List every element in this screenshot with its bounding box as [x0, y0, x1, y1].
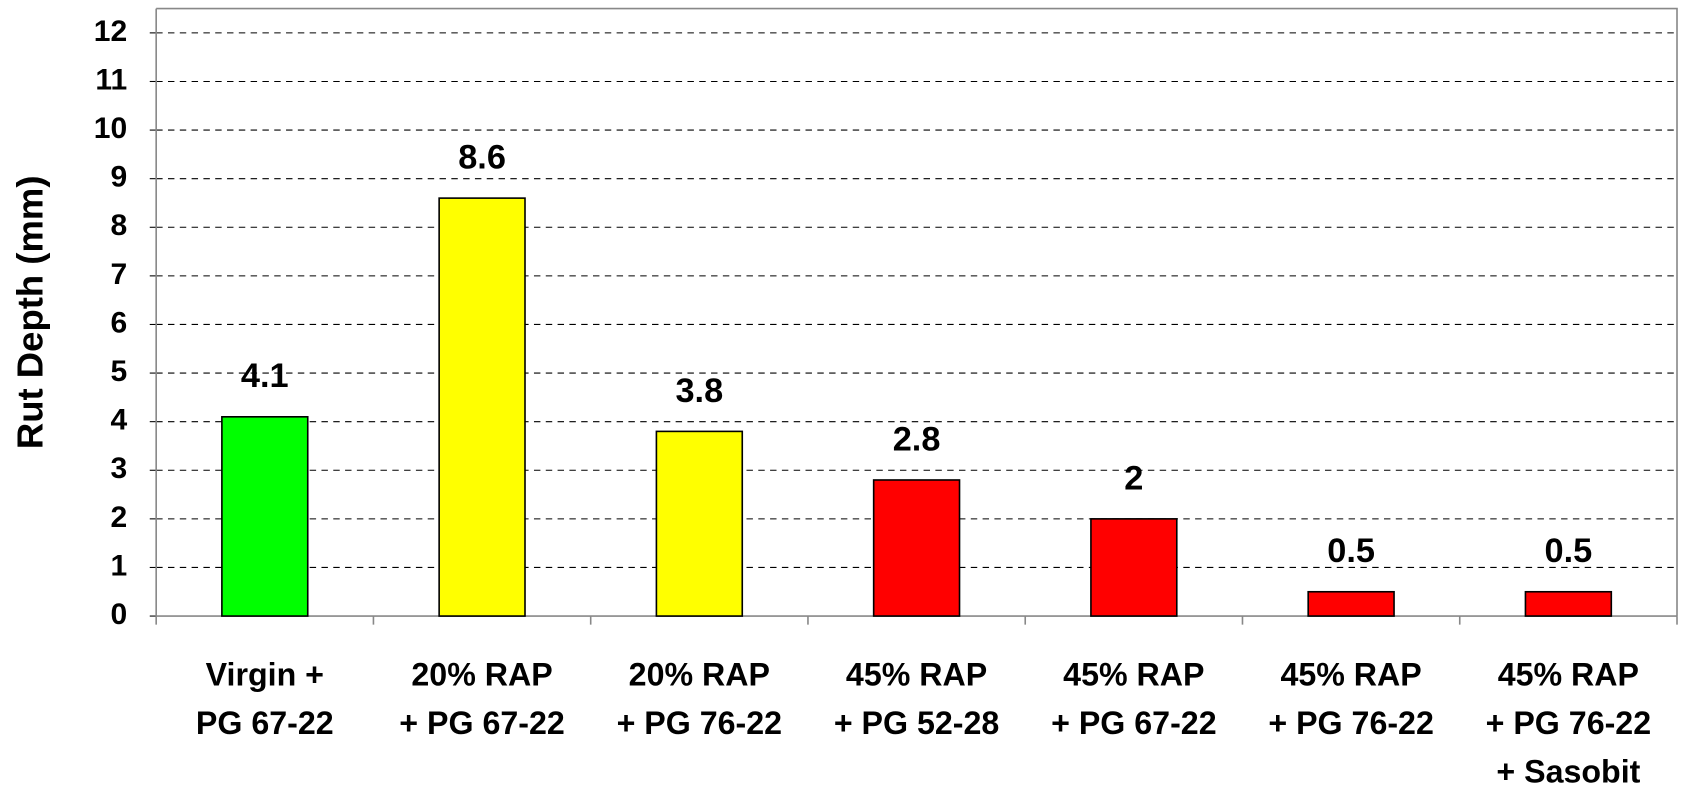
- y-tick-label: 2: [110, 501, 127, 534]
- x-tick-label: + PG 76-22: [1268, 705, 1434, 741]
- x-tick-label: 45% RAP: [1498, 657, 1639, 693]
- bar: [655, 430, 744, 617]
- value-label: 4.1: [241, 357, 289, 395]
- x-tick-label: + PG 52-28: [834, 705, 1000, 741]
- x-tick-label: + PG 67-22: [399, 705, 565, 741]
- y-tick-label: 10: [94, 112, 127, 145]
- value-label: 2: [1124, 459, 1143, 497]
- bar: [1090, 518, 1178, 617]
- y-tick-label: 6: [110, 306, 127, 339]
- x-tick-label: 20% RAP: [629, 657, 770, 693]
- x-tick-label: + Sasobit: [1496, 753, 1640, 789]
- bar: [1524, 590, 1613, 617]
- x-tick-label: + PG 76-22: [617, 705, 783, 741]
- bar: [872, 479, 961, 617]
- y-tick-label: 5: [110, 355, 127, 388]
- value-label: 3.8: [675, 372, 723, 410]
- y-tick-label: 9: [110, 161, 127, 194]
- x-tick-label: Virgin +: [206, 657, 324, 693]
- y-tick-label: 7: [110, 258, 127, 291]
- x-tick-label: + PG 76-22: [1486, 705, 1652, 741]
- y-tick-label: 11: [95, 63, 127, 96]
- x-tick-label: 45% RAP: [1280, 657, 1421, 693]
- value-label: 8.6: [458, 139, 506, 177]
- y-tick-label: 3: [110, 452, 127, 485]
- plot-frame: [156, 7, 1678, 617]
- value-label: 0.5: [1545, 532, 1593, 570]
- bar: [438, 197, 526, 617]
- y-tick-label: 0: [110, 598, 127, 631]
- x-tick-label: + PG 67-22: [1051, 705, 1217, 741]
- y-tick-label: 12: [94, 15, 127, 48]
- x-tick-label: 45% RAP: [1063, 657, 1204, 693]
- y-tick-label: 4: [110, 404, 127, 437]
- x-tick-label: 20% RAP: [411, 657, 552, 693]
- x-tick-label: 45% RAP: [846, 657, 987, 693]
- y-axis-label: Rut Depth (mm): [9, 176, 50, 450]
- y-tick-label: 1: [110, 549, 127, 582]
- x-tick-label: PG 67-22: [196, 705, 334, 741]
- bar: [1307, 590, 1395, 617]
- y-tick-label: 8: [110, 209, 127, 242]
- bar: [221, 416, 309, 617]
- value-label: 0.5: [1327, 532, 1375, 570]
- value-label: 2.8: [893, 420, 941, 458]
